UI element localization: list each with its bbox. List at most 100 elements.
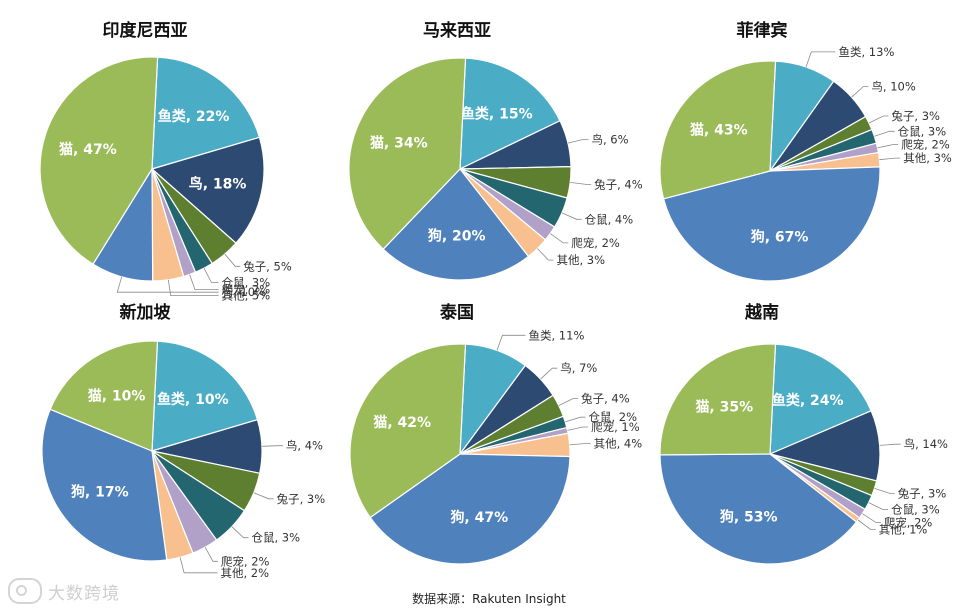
slice-label-cat: 猫, 43% (690, 121, 748, 138)
pie-slice-dog (662, 166, 881, 282)
chart-title: 印度尼西亚 (103, 20, 188, 41)
slice-label-dog: 狗, 47% (450, 509, 508, 526)
slice-label-fish: 鱼类, 15% (461, 106, 533, 123)
leader-line (567, 138, 589, 144)
leader-line (879, 443, 901, 446)
slice-label-hamster: 仓鼠, 2% (589, 410, 638, 424)
leader-line (261, 445, 283, 447)
slice-label-rabbit: 兔子, 3% (898, 486, 947, 500)
slice-label-other: 其他, 1% (879, 523, 928, 537)
chart-title: 马来西亚 (423, 20, 491, 41)
leader-line (224, 253, 241, 267)
pie-chart-5: 泰国狗, 47% 猫, 42% 鱼类, 11% 鸟, 7% 兔子, 4% 仓鼠, 2%爬宠… (349, 302, 643, 565)
slice-label-bird: 鸟, 7% (560, 361, 597, 375)
leader-line (496, 334, 526, 351)
slice-label-bird: 鸟, 18% (189, 176, 247, 193)
leader-line (874, 130, 895, 137)
slice-label-rabbit: 兔子, 4% (581, 392, 630, 406)
slice-label-bird: 鸟, 4% (286, 439, 323, 453)
leader-line (231, 526, 249, 539)
slice-label-cat: 猫, 42% (373, 414, 431, 431)
pie-slice-dog (659, 453, 858, 565)
pie-slice-cat (349, 343, 467, 519)
pie-slice-bird (768, 409, 881, 482)
chart-title: 菲律宾 (737, 20, 788, 41)
leader-line (203, 268, 219, 283)
leader-line (189, 274, 219, 291)
leader-line (537, 248, 554, 261)
pie-slice-cat (348, 57, 467, 250)
data-source-note: 数据来源：Rakuten Insight (412, 592, 566, 606)
slice-label-fish: 鱼类, 24% (772, 392, 844, 409)
slice-label-rabbit: 兔子, 4% (594, 177, 643, 191)
leader-line (877, 144, 899, 149)
pie-slice-cat (49, 340, 159, 452)
leader-line (857, 519, 876, 530)
leader-line (558, 398, 579, 406)
slice-label-cat: 猫, 10% (88, 387, 146, 404)
leader-line (567, 426, 589, 431)
slice-label-other: 其他, 2% (221, 566, 270, 580)
slice-label-cat: 猫, 34% (370, 135, 428, 152)
leader-line (253, 492, 274, 500)
leader-line (550, 233, 569, 244)
slice-label-bird: 鸟, 10% (871, 80, 915, 94)
pie-slice-fish (769, 343, 872, 455)
slice-label-fish: 鱼类, 11% (529, 328, 585, 342)
leader-line (851, 86, 869, 98)
pie-slice-cat (659, 60, 777, 200)
slice-label-reptile: 爬宠, 2% (901, 138, 950, 152)
leader-line (569, 443, 591, 446)
slice-label-reptile: 爬宠, 2% (571, 236, 620, 250)
chart-title: 新加坡 (120, 302, 171, 323)
slice-label-bird: 鸟, 6% (592, 132, 629, 146)
slice-label-cat: 猫, 35% (695, 398, 753, 415)
leader-line (868, 502, 889, 511)
pie-slice-cat (39, 56, 159, 266)
slice-label-other: 其他, 4% (594, 437, 643, 451)
slice-label-reptile: 爬宠, 2% (221, 554, 270, 568)
slice-label-reptile: 爬宠, 2% (222, 283, 271, 297)
slice-label-rabbit: 兔子, 5% (243, 259, 292, 273)
slice-label-dog: 狗, 67% (751, 228, 809, 245)
leader-line (167, 279, 219, 297)
pie-slice-fish (459, 57, 561, 170)
chart-title: 越南 (744, 302, 779, 323)
slice-label-rabbit: 兔子, 3% (277, 492, 326, 506)
leader-line (116, 276, 219, 293)
pie-slice-fish (151, 340, 259, 452)
leader-line (805, 51, 836, 68)
pie-slice-fish (151, 56, 261, 170)
leader-line (565, 416, 586, 423)
watermark: 大数跨境 (8, 578, 120, 604)
slice-label-dog: 狗, 20% (428, 228, 486, 245)
slice-label-other: 其他, 5% (222, 289, 271, 303)
slice-label-other: 其他, 3% (903, 151, 952, 165)
slice-label-dog: 狗, 10% (222, 285, 266, 299)
leader-line (874, 488, 895, 494)
slice-label-hamster: 仓鼠, 3% (898, 124, 947, 138)
slice-label-hamster: 仓鼠, 3% (252, 531, 301, 545)
chart-title: 泰国 (440, 302, 474, 323)
pie-slice-dog (41, 408, 168, 562)
leader-line (570, 182, 592, 185)
leader-line (540, 367, 558, 380)
slice-label-other: 其他, 3% (557, 253, 606, 267)
slice-label-cat: 猫, 47% (59, 141, 117, 158)
slice-label-hamster: 仓鼠, 4% (585, 212, 634, 226)
slice-label-rabbit: 兔子, 3% (891, 109, 940, 123)
slice-label-fish: 鱼类, 13% (839, 45, 895, 59)
slice-label-hamster: 仓鼠, 3% (891, 503, 940, 517)
pie-slice-dog (382, 168, 530, 281)
pie-slice-dog (369, 453, 571, 565)
watermark-logo-icon (8, 578, 42, 604)
leader-line (204, 547, 218, 562)
slice-label-dog: 狗, 17% (71, 483, 129, 500)
leader-line (561, 212, 582, 220)
leader-line (879, 157, 901, 161)
leader-line (179, 557, 218, 574)
